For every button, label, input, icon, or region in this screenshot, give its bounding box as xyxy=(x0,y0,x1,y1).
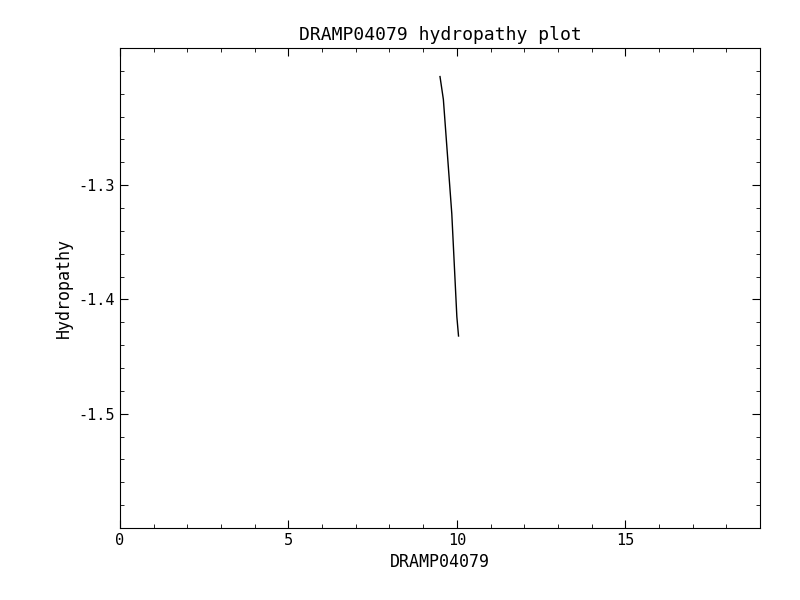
Title: DRAMP04079 hydropathy plot: DRAMP04079 hydropathy plot xyxy=(298,26,582,44)
Y-axis label: Hydropathy: Hydropathy xyxy=(55,238,73,338)
X-axis label: DRAMP04079: DRAMP04079 xyxy=(390,553,490,571)
